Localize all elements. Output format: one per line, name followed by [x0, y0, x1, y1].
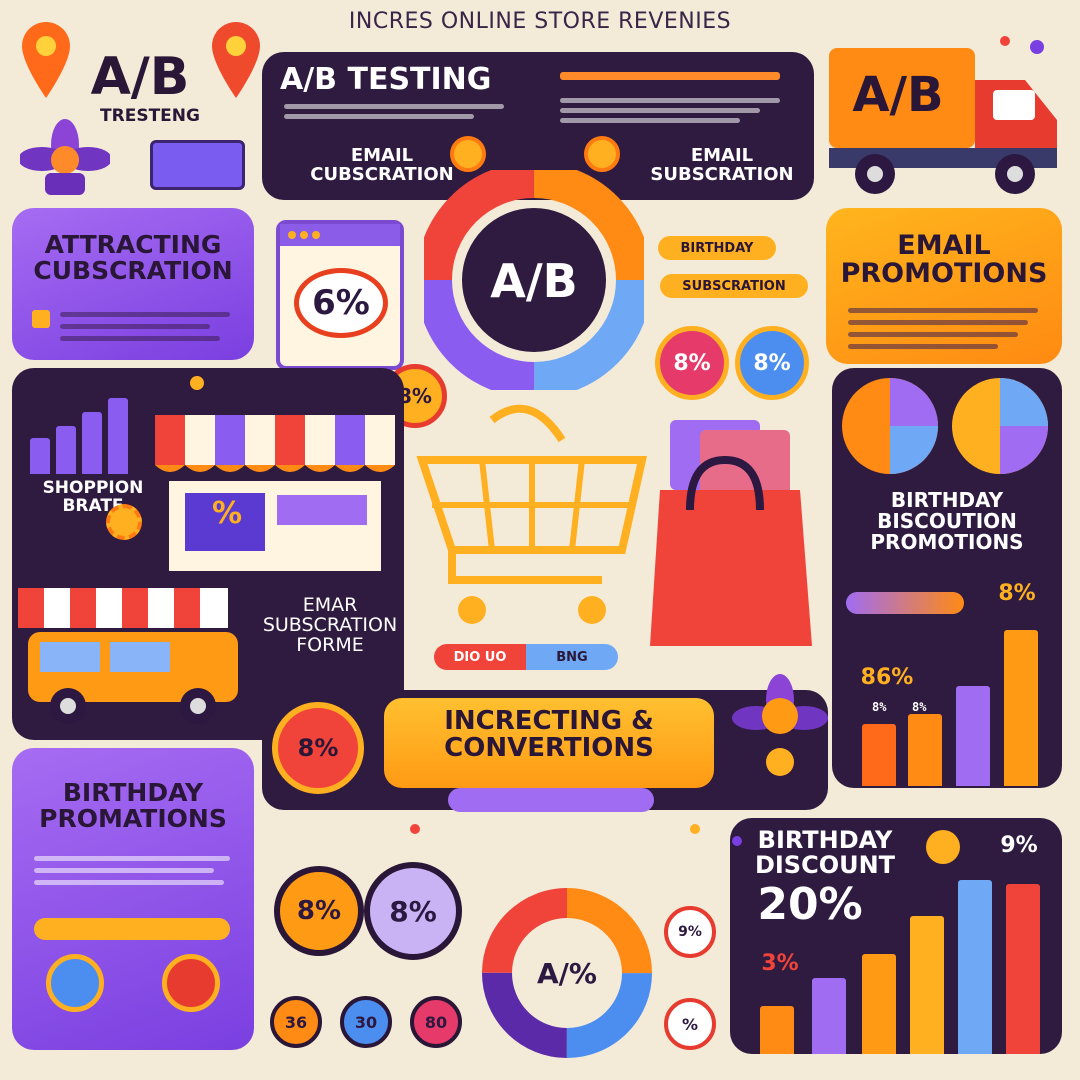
donut-center: A/%	[537, 956, 597, 990]
chart-bar	[958, 880, 992, 1054]
chart-bar	[1006, 884, 1040, 1054]
cart-pill-left: DIO UO	[434, 644, 526, 670]
emar-form-title: EMAR SUBSCRATION FORME	[262, 594, 398, 656]
chart-bar	[760, 1006, 794, 1054]
chart-bar	[910, 916, 944, 1054]
right-chart-percent-label: 8%	[872, 700, 887, 714]
bottom-circle: 36	[270, 996, 322, 1048]
birthday-discount-promotions-title: BIRTHDAY BISCOUTION PROMOTIONS	[870, 488, 1024, 554]
map-pin-icon	[212, 22, 260, 98]
right-chart-mid-label: 86%	[860, 665, 914, 690]
percent-circle: 8%	[735, 326, 809, 400]
page-title: INCRES ONLINE STORE REVENIES	[348, 9, 732, 34]
birthday-discount-panel: BIRTHDAY DISCOUNT 20% 9% 3%	[730, 818, 1062, 1054]
birthday-discount-title: BIRTHDAY DISCOUNT	[754, 826, 896, 880]
chart-bar	[862, 724, 896, 786]
birthday-discount-promotions-panel: BIRTHDAY BISCOUTION PROMOTIONS 8% 86% 8%…	[832, 368, 1062, 788]
van-icon	[18, 588, 238, 724]
chart-bar	[862, 954, 896, 1054]
birthday-promo-pill	[34, 918, 230, 940]
bottom-circle: 30	[340, 996, 392, 1048]
chart-bar	[956, 686, 990, 786]
donut-chart-icon	[482, 888, 652, 1058]
email-promotions-panel: EMAIL PROMOTIONS	[826, 208, 1062, 364]
percent-circle: 8%	[274, 866, 364, 956]
sparkle-dot	[1030, 40, 1044, 54]
percent-circle: 8%	[655, 326, 729, 400]
sparkle-dot	[690, 824, 700, 834]
badge-circle	[46, 954, 104, 1012]
right-chart-top-label: 8%	[998, 581, 1036, 606]
attracting-panel: ATTRACTING CUBSCRATION	[12, 208, 254, 360]
truck-label: A/B	[852, 67, 944, 123]
chart-bar	[812, 978, 846, 1054]
map-pin-icon	[22, 22, 70, 98]
pie-chart-icon	[952, 378, 1048, 474]
browser-window-card: 6%	[276, 220, 404, 370]
birthday-promotions-title: BIRTHDAY PROMATIONS	[39, 778, 227, 834]
ab-logo-subtext: TRESTENG	[100, 106, 200, 126]
coin-icon	[450, 136, 486, 172]
ab-logo-text: A/B	[90, 47, 190, 107]
flower-icon	[732, 674, 828, 776]
pie-chart-icon	[842, 378, 938, 474]
conversions-banner	[384, 698, 714, 788]
email-promotions-title: EMAIL PROMOTIONS	[840, 230, 1048, 290]
birthday-discount-top-label: 9%	[1000, 833, 1038, 858]
badge-circle	[162, 954, 220, 1012]
credit-card-icon	[150, 140, 245, 190]
chart-bar	[908, 714, 942, 786]
shopping-rate-title: SHOPPION BRATE	[42, 478, 144, 516]
bottom-circle: 80	[410, 996, 462, 1048]
sparkle-dot	[410, 824, 420, 834]
ab-testing-title: A/B TESTING	[280, 62, 492, 97]
birthday-discount-side-label: 3%	[761, 951, 799, 976]
discount-slider	[846, 592, 964, 614]
ab-segment-wheel	[424, 170, 644, 390]
sun-icon	[926, 830, 960, 864]
percent-circle: 8%	[272, 702, 364, 794]
bottom-circle: %	[664, 998, 716, 1050]
attracting-title: ATTRACTING CUBSCRATION	[33, 230, 233, 286]
storefront-icon	[155, 415, 395, 571]
ab-wheel-center: A/B	[490, 254, 578, 308]
coin-icon	[584, 136, 620, 172]
ab-testing-subtitle: EMAIL CUBSCRATION	[310, 145, 454, 185]
shopping-bag-icon	[650, 420, 812, 646]
browser-percent-badge: 6%	[294, 268, 388, 338]
sparkle-dot	[732, 836, 742, 846]
percent-circle: 8%	[364, 862, 462, 960]
gear-icon	[106, 504, 142, 540]
chart-bar	[1004, 630, 1038, 786]
conversions-subpill	[448, 788, 654, 812]
conversions-title: INCRECTING & CONVERTIONS	[444, 706, 654, 764]
sparkle-dot	[1000, 36, 1010, 46]
sparkle-dot	[190, 376, 204, 390]
ab-logo-block: A/B TRESTENG	[10, 20, 260, 200]
right-chart-percent-label: 8%	[912, 700, 927, 714]
birthday-promotions-panel: BIRTHDAY PROMATIONS	[12, 748, 254, 1050]
shopping-cart-icon	[416, 404, 647, 624]
delivery-truck-icon	[829, 48, 1057, 194]
birthday-email-pill: BIRTHDAY	[658, 236, 776, 260]
tag-icon	[32, 310, 50, 328]
email-subscription-title: EMAIL SUBSCRATION	[650, 145, 794, 185]
storefront-sign: %	[211, 496, 243, 531]
subscription-pill: SUBSCRATION	[660, 274, 808, 298]
birthday-discount-value: 20%	[757, 879, 863, 930]
small-percent-circle: 9%	[664, 906, 716, 958]
flower-icon	[20, 119, 110, 195]
cart-pill-right: BNG	[526, 644, 618, 670]
